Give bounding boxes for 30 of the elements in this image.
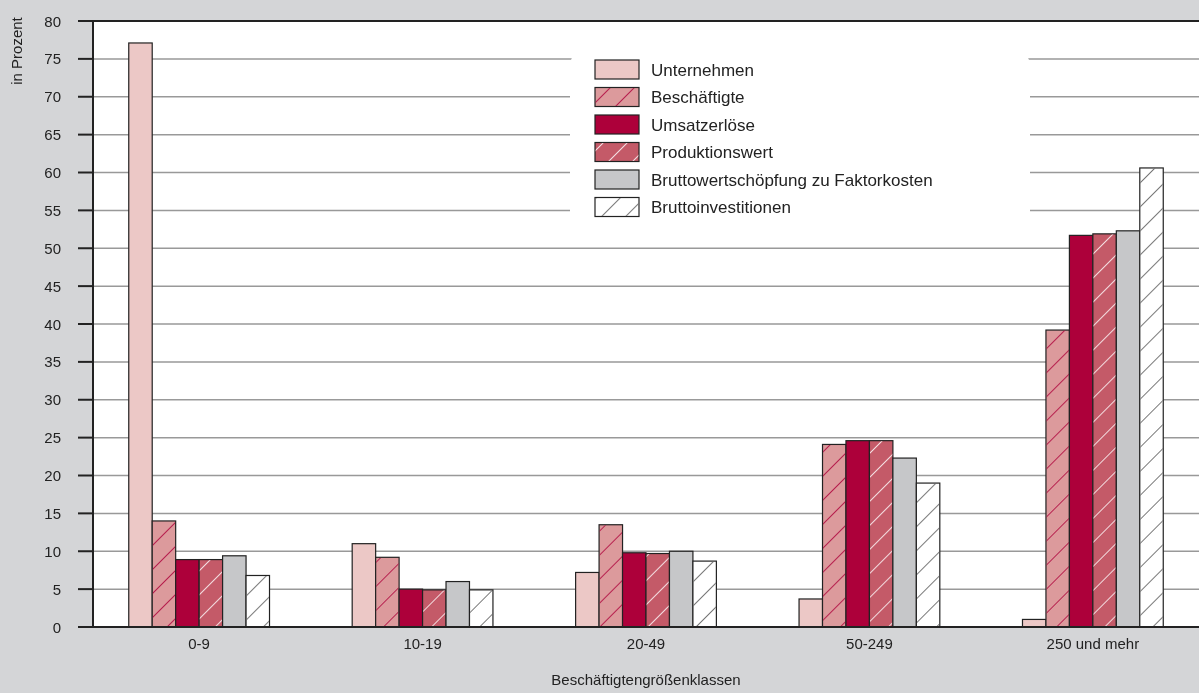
legend-label: Umsatzerlöse bbox=[651, 115, 755, 135]
legend-label: Beschäftigte bbox=[651, 88, 745, 107]
y-tick-label: 20 bbox=[44, 467, 61, 484]
y-tick-label: 75 bbox=[44, 50, 61, 68]
y-axis-title: in Prozent bbox=[8, 16, 25, 85]
x-tick-label: 20-49 bbox=[626, 635, 666, 652]
x-tick-label: 10-19 bbox=[403, 635, 442, 652]
y-tick-label: 5 bbox=[52, 580, 61, 598]
y-tick-label: 10 bbox=[44, 542, 61, 560]
x-tick-label: 250 und mehr bbox=[1046, 635, 1140, 652]
x-axis-title: Beschäftigtengrößenklassen bbox=[551, 671, 741, 688]
y-tick-label: 60 bbox=[44, 164, 61, 181]
y-tick-label: 45 bbox=[44, 277, 61, 295]
x-tick-label: 50-249 bbox=[846, 635, 893, 652]
y-tick-label: 70 bbox=[44, 88, 61, 106]
y-tick-label: 65 bbox=[44, 126, 61, 144]
x-tick-label: 0-9 bbox=[188, 635, 210, 652]
y-tick-label: 25 bbox=[44, 429, 61, 447]
y-tick-label: 55 bbox=[44, 201, 61, 219]
legend-label: Produktionswert bbox=[651, 143, 774, 162]
y-tick-label: 0 bbox=[52, 618, 61, 636]
y-tick-label: 35 bbox=[44, 353, 61, 371]
legend-label: Unternehmen bbox=[651, 60, 755, 80]
y-tick-label: 30 bbox=[44, 391, 61, 409]
y-tick-label: 50 bbox=[44, 239, 61, 257]
legend-label: Bruttowertschöpfung zu Faktorkosten bbox=[651, 170, 933, 190]
y-tick-label: 40 bbox=[44, 315, 61, 333]
y-tick-label: 80 bbox=[44, 12, 61, 30]
y-tick-label: 15 bbox=[44, 504, 61, 522]
legend-label: Bruttoinvestitionen bbox=[651, 198, 791, 217]
